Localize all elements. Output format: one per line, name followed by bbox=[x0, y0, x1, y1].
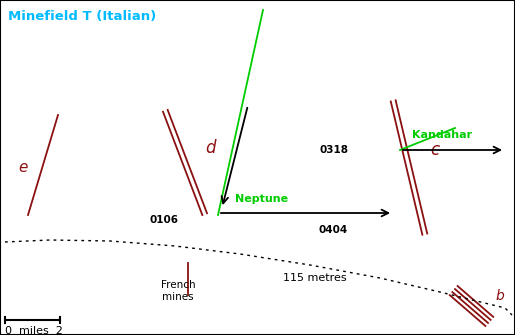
Text: Kandahar: Kandahar bbox=[412, 130, 472, 140]
Text: 0404: 0404 bbox=[319, 225, 348, 235]
Text: 115 metres: 115 metres bbox=[283, 273, 347, 283]
Text: Neptune: Neptune bbox=[235, 194, 288, 204]
Text: b: b bbox=[495, 289, 504, 303]
Text: d: d bbox=[205, 139, 215, 157]
Text: French
mines: French mines bbox=[161, 280, 195, 302]
Text: e: e bbox=[19, 160, 28, 176]
Text: 0  miles  2: 0 miles 2 bbox=[5, 326, 63, 335]
Text: 0318: 0318 bbox=[319, 145, 348, 155]
Text: 0106: 0106 bbox=[149, 215, 178, 225]
Text: Minefield T (Italian): Minefield T (Italian) bbox=[8, 10, 156, 23]
Text: c: c bbox=[430, 141, 439, 159]
